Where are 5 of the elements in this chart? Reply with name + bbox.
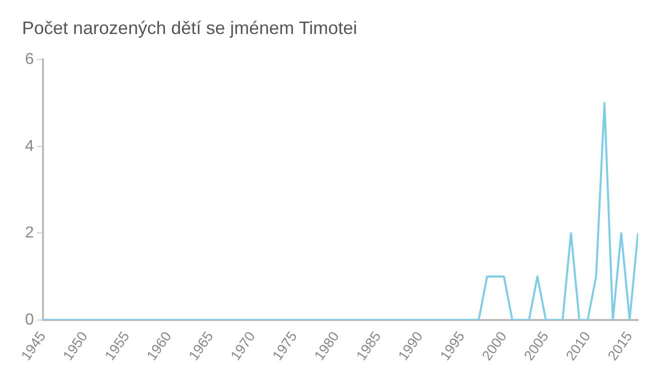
- y-tick-label: 6: [24, 51, 34, 68]
- y-tick-label: 4: [24, 138, 34, 155]
- y-tick-label: 0: [24, 311, 34, 328]
- chart-title: Počet narozených dětí se jménem Timotei: [22, 18, 358, 38]
- y-tick-label: 2: [24, 224, 34, 242]
